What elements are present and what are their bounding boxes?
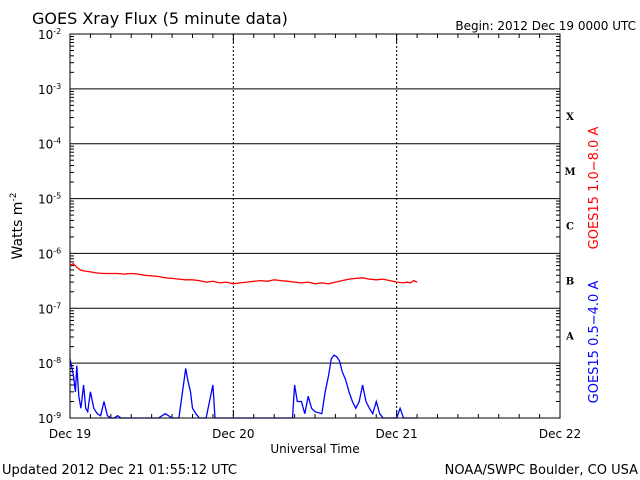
series-line: [69, 354, 418, 419]
y-tick-exponent: -2: [53, 27, 61, 36]
plot-grid: [70, 34, 560, 418]
series-line: [69, 262, 418, 285]
legend-series-long: GOES15 1.0−8.0 A: [587, 127, 602, 250]
y-axis-label-main: Watts m: [10, 202, 26, 260]
y-tick-label: 10-9: [38, 411, 61, 426]
legend-series-short: GOES15 0.5−4.0 A: [587, 281, 602, 404]
y-tick-base: 10: [38, 357, 53, 371]
flux-series: [69, 262, 418, 419]
y-tick-exponent: -6: [53, 246, 61, 255]
flare-class-labels: X M C B A: [564, 112, 575, 342]
y-axis-label-exponent: -2: [9, 193, 19, 202]
y-tick-base: 10: [38, 247, 53, 261]
y-tick-label: 10-5: [38, 192, 61, 207]
flare-class-label: C: [566, 222, 574, 233]
y-tick-label: 10-8: [38, 356, 61, 371]
x-tick-label: Dec 19: [49, 427, 91, 441]
y-tick-label: 10-2: [38, 27, 61, 42]
y-tick-base: 10: [38, 83, 53, 97]
begin-label: Begin: 2012 Dec 19 0000 UTC: [455, 19, 636, 33]
y-axis-label: Watts m-2: [9, 193, 26, 260]
y-tick-label: 10-7: [38, 301, 61, 316]
chart-title: GOES Xray Flux (5 minute data): [32, 9, 288, 28]
y-tick-base: 10: [38, 302, 53, 316]
y-tick-exponent: -4: [53, 137, 61, 146]
flare-class-label: B: [566, 277, 574, 288]
flare-class-label: X: [566, 112, 574, 123]
updated-timestamp: Updated 2012 Dec 21 01:55:12 UTC: [2, 463, 237, 478]
y-tick-base: 10: [38, 138, 53, 152]
x-tick-labels: Dec 19 Dec 20 Dec 21 Dec 22: [49, 427, 581, 441]
y-tick-label: 10-4: [38, 137, 61, 152]
y-tick-base: 10: [38, 28, 53, 42]
y-tick-exponent: -8: [53, 356, 61, 365]
y-tick-label: 10-6: [38, 246, 61, 261]
x-tick-label: Dec 20: [212, 427, 254, 441]
y-tick-exponent: -9: [53, 411, 61, 420]
y-tick-exponent: -5: [53, 192, 61, 201]
y-tick-base: 10: [38, 412, 53, 426]
x-tick-label: Dec 21: [376, 427, 418, 441]
plot-frame: [69, 33, 561, 419]
flare-class-label: M: [564, 167, 575, 178]
y-tick-labels: 10-210-310-410-510-610-710-810-9: [38, 27, 61, 426]
x-tick-label: Dec 22: [539, 427, 581, 441]
y-tick-exponent: -7: [53, 301, 61, 310]
x-axis-label: Universal Time: [270, 442, 359, 456]
y-tick-exponent: -3: [53, 82, 61, 91]
y-tick-label: 10-3: [38, 82, 61, 97]
axis-ticks: [69, 34, 561, 418]
flare-class-label: A: [565, 331, 574, 342]
y-tick-base: 10: [38, 193, 53, 207]
source-credit: NOAA/SWPC Boulder, CO USA: [445, 463, 638, 478]
